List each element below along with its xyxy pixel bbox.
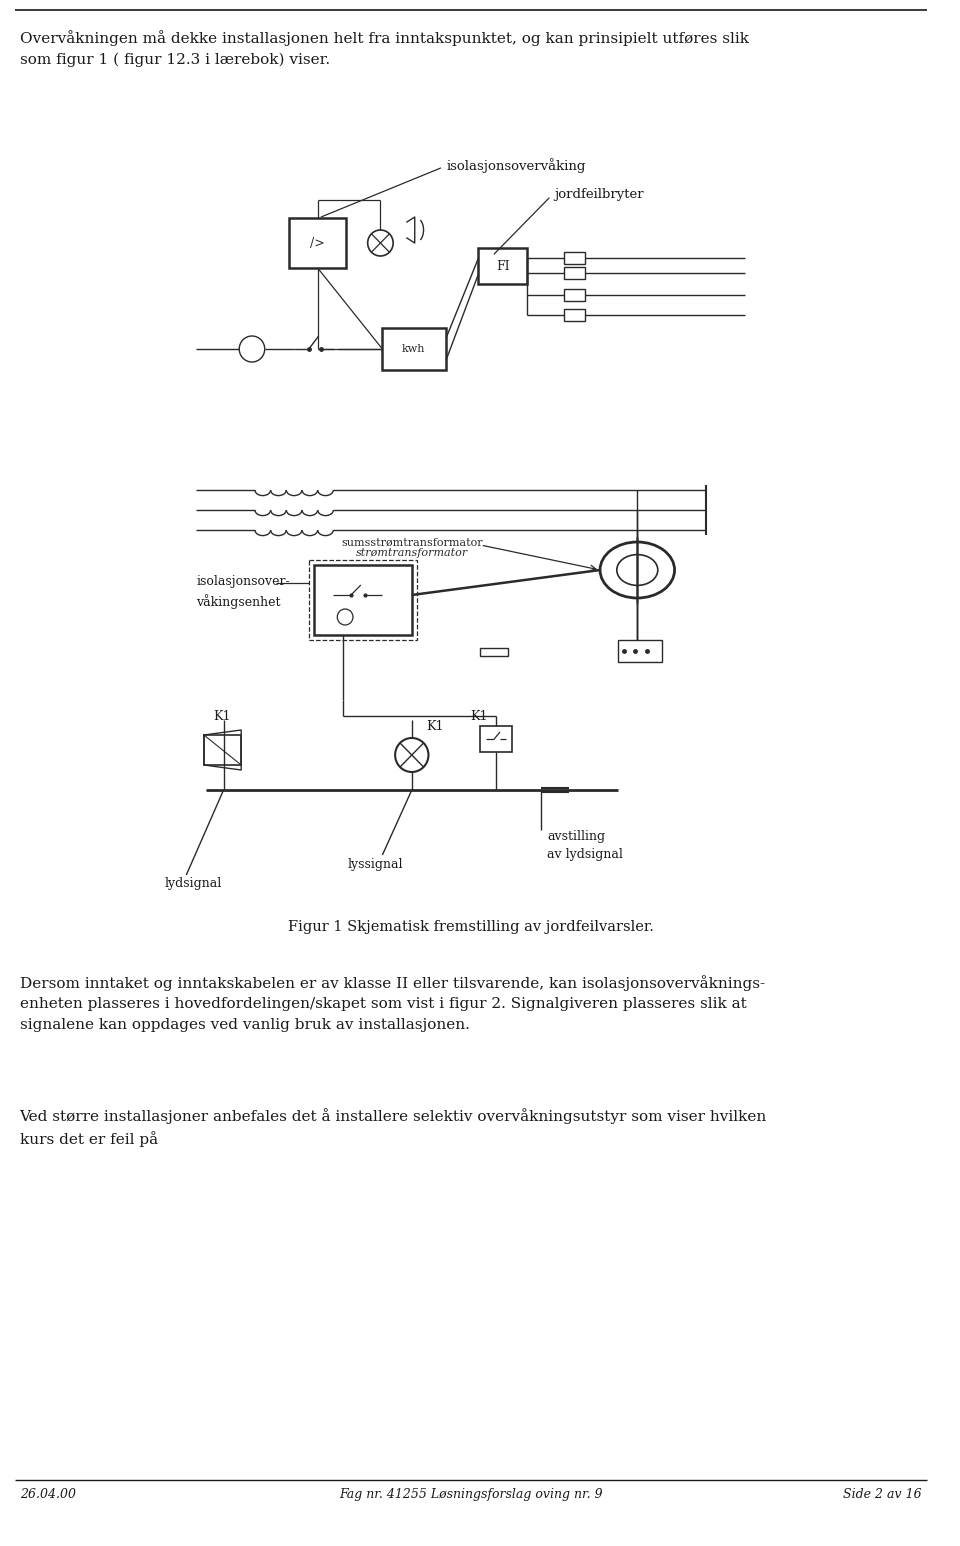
Text: isolasjonsover-
våkingsenhet: isolasjonsover- våkingsenhet	[196, 575, 290, 609]
Text: avstilling
av lydsignal: avstilling av lydsignal	[547, 830, 623, 861]
Text: sumsstrømtransformator: sumsstrømtransformator	[341, 538, 483, 547]
Bar	[289, 218, 347, 267]
Text: lydsignal: lydsignal	[165, 877, 222, 890]
Bar	[309, 560, 417, 640]
Bar	[204, 734, 241, 765]
Bar	[617, 640, 661, 662]
Text: isolasjonsovervåking: isolasjonsovervåking	[446, 158, 586, 173]
Text: kwh: kwh	[402, 345, 425, 354]
Text: lyssignal: lyssignal	[348, 858, 403, 870]
Bar	[564, 267, 586, 278]
Text: K1: K1	[426, 720, 444, 733]
Text: strømtransformator: strømtransformator	[355, 547, 468, 558]
Text: Fag nr. 41255 Løsningsforslag oving nr. 9: Fag nr. 41255 Løsningsforslag oving nr. …	[339, 1487, 603, 1501]
Bar	[564, 309, 586, 322]
Text: Overvåkningen må dekke installasjonen helt fra inntakspunktet, og kan prinsipiel: Overvåkningen må dekke installasjonen he…	[19, 29, 749, 66]
Bar	[478, 247, 527, 284]
Text: />: />	[310, 237, 325, 249]
Text: Side 2 av 16: Side 2 av 16	[843, 1487, 922, 1501]
Text: 26.04.00: 26.04.00	[19, 1487, 76, 1501]
Text: FI: FI	[496, 260, 510, 272]
Text: Figur 1 Skjematisk fremstilling av jordfeilvarsler.: Figur 1 Skjematisk fremstilling av jordf…	[288, 920, 654, 934]
Text: K1: K1	[214, 710, 231, 724]
Bar	[480, 727, 512, 751]
Bar	[314, 564, 412, 635]
Bar	[480, 648, 508, 656]
Text: K1: K1	[470, 710, 488, 724]
Text: Ved større installasjoner anbefales det å installere selektiv overvåkningsutstyr: Ved større installasjoner anbefales det …	[19, 1108, 767, 1147]
Bar	[382, 328, 446, 369]
Bar	[564, 252, 586, 264]
Text: Dersom inntaket og inntakskabelen er av klasse II eller tilsvarende, kan isolasj: Dersom inntaket og inntakskabelen er av …	[19, 976, 765, 1033]
Bar	[564, 289, 586, 301]
Text: jordfeilbryter: jordfeilbryter	[554, 189, 643, 201]
